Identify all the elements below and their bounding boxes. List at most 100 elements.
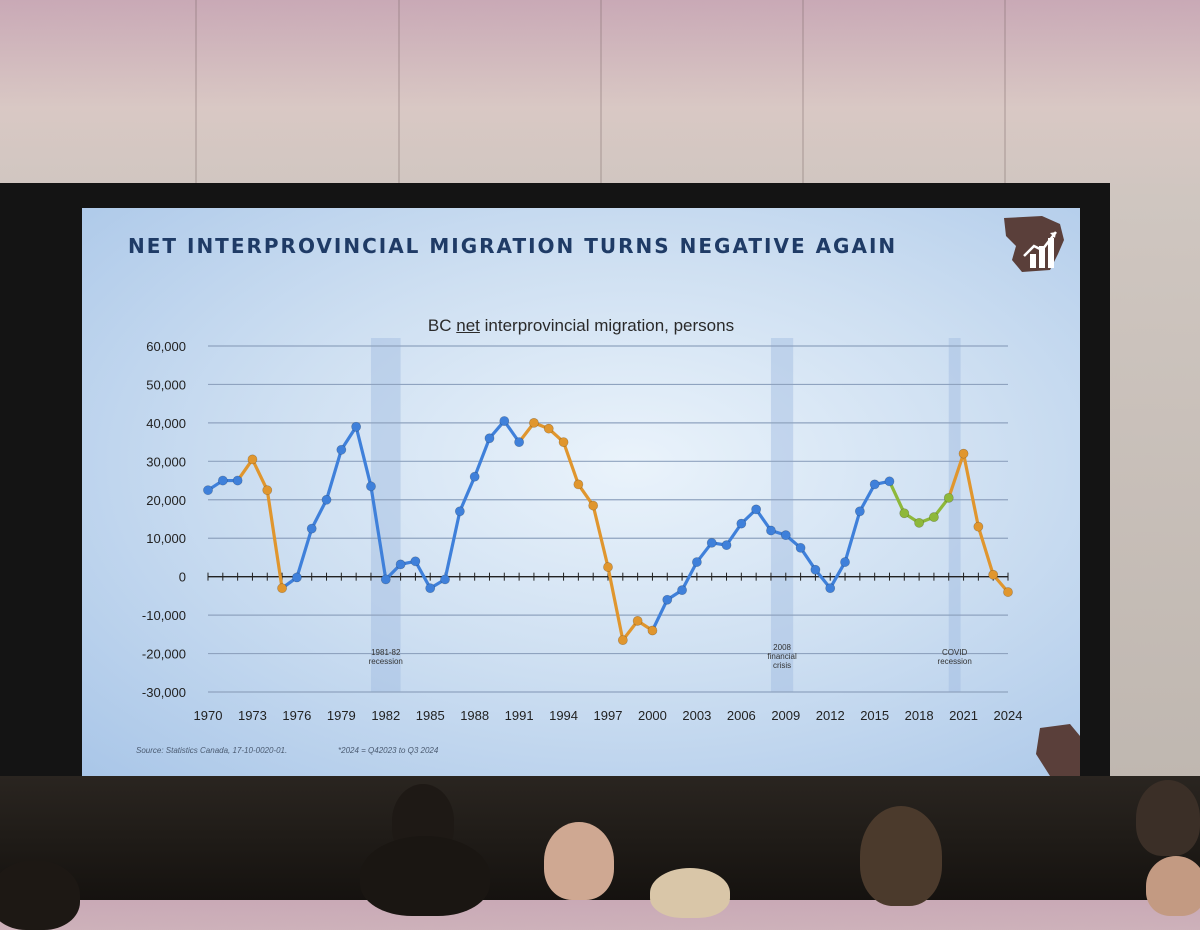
- data-point: [469, 471, 480, 482]
- series-line-segment: [413, 559, 432, 590]
- data-point: [825, 583, 836, 594]
- wall-panel-seam: [195, 0, 197, 195]
- data-point: [425, 583, 436, 594]
- x-tick-label: 2012: [816, 708, 845, 723]
- x-tick-label: 2003: [682, 708, 711, 723]
- presentation-slide: NET INTERPROVINCIAL MIGRATION TURNS NEGA…: [82, 208, 1080, 776]
- data-point: [869, 479, 880, 490]
- data-point: [647, 625, 658, 636]
- series-line-segment: [947, 452, 966, 500]
- corner-island-graphic: [1036, 724, 1080, 776]
- x-tick-label: 2009: [771, 708, 800, 723]
- x-tick-label: 2024: [994, 708, 1023, 723]
- recession-band: [948, 338, 961, 692]
- series-line-segment: [443, 509, 462, 581]
- data-point: [440, 574, 450, 585]
- recession-label: 2008 financial crisis: [767, 643, 797, 670]
- wall-panel-seam: [398, 0, 400, 195]
- x-tick-label: 1979: [327, 708, 356, 723]
- series-line-segment: [473, 436, 492, 479]
- data-point: [232, 475, 243, 486]
- y-tick-label: 10,000: [146, 531, 186, 546]
- data-point: [840, 557, 850, 567]
- data-point: [914, 517, 925, 528]
- data-point: [721, 540, 732, 551]
- audience-shoulders: [360, 836, 490, 916]
- data-point: [603, 562, 613, 572]
- recession-label: 1981-82 recession: [369, 648, 403, 666]
- data-point: [973, 521, 984, 532]
- wall-panel-seam: [1004, 0, 1006, 195]
- data-point: [203, 485, 213, 496]
- x-tick-label: 2015: [860, 708, 889, 723]
- data-point: [766, 525, 776, 536]
- x-tick-label: 1985: [416, 708, 445, 723]
- series-line-segment: [976, 525, 995, 577]
- y-tick-label: 30,000: [146, 454, 186, 469]
- x-tick-label: 1994: [549, 708, 578, 723]
- data-point: [751, 504, 762, 515]
- data-point: [929, 512, 939, 522]
- x-tick-label: 1997: [594, 708, 623, 723]
- data-point: [277, 583, 287, 594]
- series-line-segment: [591, 503, 610, 569]
- data-point: [291, 572, 302, 583]
- audience-head: [544, 822, 614, 900]
- recession-label-line: 2008: [773, 643, 791, 652]
- series-line-segment: [961, 452, 980, 529]
- x-tick-label: 2018: [905, 708, 934, 723]
- x-tick-label: 2000: [638, 708, 667, 723]
- recession-label-line: COVID: [942, 648, 968, 657]
- series-line-segment: [265, 488, 284, 590]
- data-point: [321, 494, 332, 505]
- x-tick-label: 1988: [460, 708, 489, 723]
- data-point: [810, 564, 821, 575]
- series-line-segment: [680, 560, 699, 592]
- migration-line-chart: 1981-82 recession 2008 financial crisis COVID…: [142, 338, 1023, 723]
- data-point: [529, 417, 539, 428]
- source-note: Source: Statistics Canada, 17-10-0020-01…: [136, 746, 288, 755]
- series-line-segment: [843, 509, 862, 564]
- data-point: [573, 479, 584, 490]
- data-point: [336, 444, 347, 455]
- data-point: [499, 416, 510, 426]
- series-line-segment: [650, 598, 669, 633]
- data-point: [366, 481, 376, 492]
- data-point: [899, 508, 910, 519]
- data-point: [380, 574, 391, 585]
- data-point: [662, 594, 673, 605]
- data-point: [262, 485, 273, 496]
- data-point: [854, 506, 865, 517]
- data-point: [677, 585, 687, 596]
- data-point: [617, 635, 628, 645]
- chart-title-part: interprovincial migration, persons: [479, 316, 735, 335]
- series-line-segment: [887, 479, 906, 515]
- series-line-segment: [458, 475, 477, 513]
- x-tick-label: 1991: [505, 708, 534, 723]
- chart-title-part: BC: [427, 316, 457, 335]
- recession-label-line: crisis: [773, 661, 791, 670]
- y-tick-label: 20,000: [146, 493, 186, 508]
- data-point: [306, 523, 317, 534]
- chart-title: BC net interprovincial migration, person…: [82, 316, 1080, 336]
- y-tick-label: -20,000: [142, 647, 186, 662]
- data-point: [514, 437, 525, 448]
- x-tick-label: 2006: [727, 708, 756, 723]
- chart-title-underlined-word: net: [456, 316, 480, 335]
- audience-head: [860, 806, 942, 906]
- y-tick-label: -10,000: [142, 608, 186, 623]
- series-line-segment: [250, 457, 269, 492]
- wall-panel-seam: [802, 0, 804, 195]
- series-line-segment: [828, 560, 847, 590]
- audience-head: [1146, 856, 1200, 916]
- series-line-segment: [295, 527, 314, 580]
- wall-panel-seam: [600, 0, 602, 195]
- period-note: *2024 = Q42023 to Q3 2024: [338, 746, 439, 755]
- audience-head: [650, 868, 730, 918]
- data-point: [1003, 587, 1013, 597]
- audience-head: [0, 860, 80, 930]
- series-line-segment: [369, 484, 388, 581]
- slide-title: NET INTERPROVINCIAL MIGRATION TURNS NEGA…: [128, 234, 898, 258]
- x-tick-label: 1982: [371, 708, 400, 723]
- y-tick-label: 40,000: [146, 416, 186, 431]
